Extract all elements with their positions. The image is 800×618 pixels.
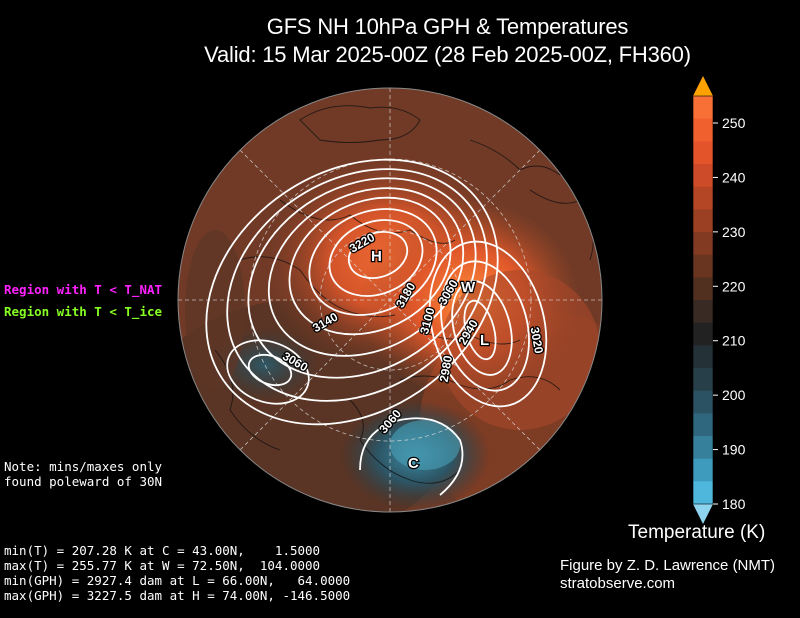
- map-and-colorbar: 3220 3180 3060 3100 3140 3060 2940 3020 …: [177, 76, 746, 524]
- contour-label-2980: 2980: [437, 354, 455, 383]
- colorbar-tick-label: 210: [722, 333, 746, 349]
- colorbar-title: Temperature (K): [628, 522, 766, 543]
- colorbar: 250 240 230 220 210 200 190 180: [692, 76, 746, 524]
- chart-subtitle: Valid: 15 Mar 2025-00Z (28 Feb 2025-00Z,…: [204, 42, 691, 67]
- colorbar-tick-label: 180: [722, 496, 746, 512]
- colorbar-segment: [693, 141, 713, 165]
- colorbar-tick-label: 240: [722, 169, 746, 185]
- stat-min-gph: min(GPH) = 2927.4 dam at L = 66.00N, 64.…: [4, 573, 351, 588]
- colorbar-segment: [693, 96, 713, 120]
- stat-max-temp: max(T) = 255.77 K at W = 72.50N, 104.000…: [4, 558, 321, 573]
- colorbar-segment: [693, 413, 713, 437]
- colorbar-segment: [693, 481, 713, 505]
- graticule: [178, 88, 602, 512]
- stats-block: min(T) = 207.28 K at C = 43.00N, 1.5000 m…: [4, 528, 350, 618]
- colorbar-segment: [693, 436, 713, 460]
- colorbar-segment: [693, 368, 713, 392]
- colorbar-under-arrow: [693, 504, 713, 524]
- colorbar-tick-label: 200: [722, 387, 746, 403]
- colorbar-tick-label: 190: [722, 442, 746, 458]
- colorbar-segment: [693, 118, 713, 142]
- contour-label-3020: 3020: [528, 326, 546, 355]
- credit-author: Figure by Z. D. Lawrence (NMT): [560, 557, 776, 574]
- colorbar-segment: [693, 300, 713, 324]
- colorbar-segment: [693, 254, 713, 278]
- colorbar-segment: [693, 322, 713, 346]
- credit-website: stratobserve.com: [560, 575, 676, 592]
- colorbar-segment: [693, 164, 713, 188]
- colorbar-frame: [692, 95, 714, 505]
- temperature-field: [178, 88, 602, 512]
- marker-cold: C: [408, 455, 419, 472]
- stat-max-gph: max(GPH) = 3227.5 dam at H = 74.00N, -14…: [4, 588, 351, 603]
- colorbar-over-arrow: [693, 76, 713, 96]
- stat-min-temp: min(T) = 207.28 K at C = 43.00N, 1.5000: [4, 543, 321, 558]
- gph-contours: [205, 158, 548, 496]
- map-border: [177, 87, 603, 513]
- colorbar-segment: [693, 232, 713, 256]
- colorbar-tick-label: 230: [722, 224, 746, 240]
- colorbar-tick-label: 220: [722, 278, 746, 294]
- colorbar-segment: [693, 390, 713, 414]
- note-text: Note: mins/maxes only found poleward of …: [4, 459, 163, 489]
- legend-ice-region: Region with T < T_ice: [4, 304, 163, 319]
- marker-warm: W: [461, 279, 476, 296]
- marker-low: L: [480, 332, 489, 349]
- legend-nat-region: Region with T < T_NAT: [4, 282, 163, 297]
- colorbar-tick-label: 250: [722, 115, 746, 131]
- colorbar-segment: [693, 458, 713, 482]
- chart-title: GFS NH 10hPa GPH & Temperatures: [266, 14, 629, 39]
- colorbar-segment: [693, 277, 713, 301]
- marker-high: H: [371, 248, 382, 265]
- colorbar-segment: [693, 186, 713, 210]
- colorbar-segment: [693, 345, 713, 369]
- colorbar-segment: [693, 209, 713, 233]
